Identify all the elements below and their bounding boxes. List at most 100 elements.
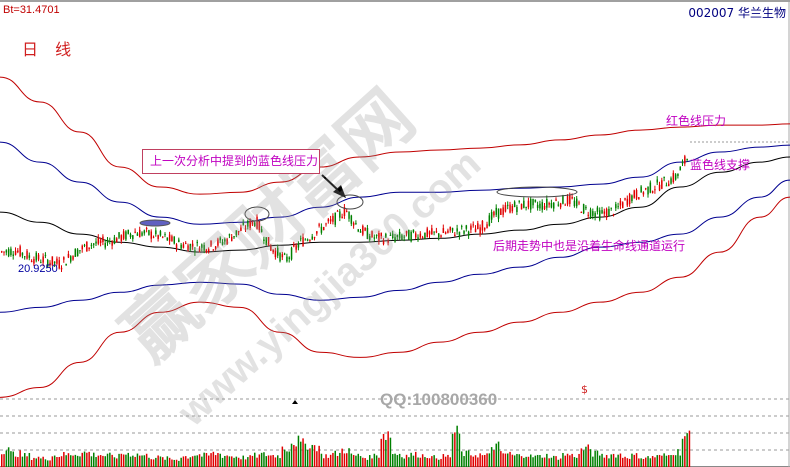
candle-up bbox=[191, 243, 194, 247]
volume-bar bbox=[419, 457, 422, 467]
candle-up bbox=[645, 188, 647, 190]
volume-bar bbox=[359, 456, 362, 467]
volume-bar bbox=[415, 451, 417, 467]
candle-down bbox=[40, 262, 42, 264]
candle-down bbox=[594, 212, 596, 218]
volume-bar bbox=[599, 455, 601, 467]
stock-code-name: 002007 华兰生物 bbox=[688, 6, 786, 20]
volume-bar bbox=[385, 439, 387, 467]
volume-bar bbox=[369, 455, 371, 467]
volume-bar bbox=[488, 453, 491, 467]
candle-up bbox=[313, 237, 316, 239]
candle-up bbox=[214, 246, 217, 250]
candle-up bbox=[520, 203, 523, 210]
volume-bar bbox=[240, 459, 242, 467]
volume-bar bbox=[440, 458, 442, 467]
candle-up bbox=[270, 246, 272, 251]
candle-down bbox=[224, 239, 226, 242]
volume-bar bbox=[454, 432, 456, 467]
volume-bar bbox=[576, 457, 578, 467]
annotation-box: 上一次分析中提到的蓝色线压力 bbox=[142, 149, 320, 174]
volume-bar bbox=[175, 459, 178, 467]
volume-bar bbox=[302, 438, 304, 467]
candle-up bbox=[26, 250, 28, 259]
candle-down bbox=[10, 248, 12, 255]
candle-down bbox=[283, 253, 286, 255]
volume-bar bbox=[297, 435, 300, 467]
candle-up bbox=[605, 208, 608, 218]
candle-down bbox=[408, 230, 410, 240]
volume-bar bbox=[272, 455, 274, 467]
volume-bar bbox=[295, 446, 297, 467]
candle-down bbox=[536, 204, 539, 208]
candle-down bbox=[686, 158, 688, 160]
candle-up bbox=[431, 228, 433, 235]
volume-bar bbox=[649, 458, 652, 467]
candle-up bbox=[479, 227, 481, 235]
volume-bar bbox=[479, 453, 481, 467]
volume-bar bbox=[580, 448, 583, 467]
candle-up bbox=[654, 189, 656, 191]
volume-bar bbox=[35, 458, 37, 467]
volume-bar bbox=[210, 453, 212, 467]
candle-down bbox=[65, 263, 67, 266]
volume-bar bbox=[194, 455, 196, 467]
volume-bar bbox=[205, 452, 208, 467]
candle-down bbox=[601, 210, 603, 214]
candle-up bbox=[162, 236, 164, 238]
volume-bar bbox=[40, 458, 42, 467]
candle-up bbox=[51, 256, 54, 265]
candle-down bbox=[596, 207, 599, 212]
candle-down bbox=[546, 198, 548, 208]
candle-down bbox=[304, 239, 307, 241]
volume-bar bbox=[141, 455, 143, 467]
candle-up bbox=[145, 228, 148, 230]
volume-bar bbox=[651, 456, 654, 467]
candle-down bbox=[488, 215, 491, 226]
highlight-ellipse bbox=[496, 186, 578, 198]
volume-bar bbox=[74, 454, 77, 467]
candle-down bbox=[403, 236, 405, 238]
candle-down bbox=[219, 237, 221, 241]
candle-down bbox=[109, 240, 111, 242]
candle-down bbox=[221, 241, 224, 245]
volume-bar bbox=[247, 457, 249, 467]
candle-up bbox=[684, 156, 686, 164]
candle-down bbox=[530, 198, 532, 210]
candle-up bbox=[580, 212, 583, 214]
candle-up bbox=[14, 250, 17, 255]
candle-down bbox=[21, 252, 24, 256]
volume-bar bbox=[424, 457, 426, 467]
line-blue_lower bbox=[0, 179, 790, 313]
candle-down bbox=[438, 233, 440, 238]
volume-bar bbox=[375, 455, 378, 467]
volume-bar bbox=[341, 448, 343, 467]
candle-down bbox=[348, 211, 350, 219]
candle-up bbox=[486, 224, 488, 229]
candle-down bbox=[113, 237, 116, 244]
candle-down bbox=[610, 207, 612, 209]
volume-bar bbox=[364, 458, 366, 467]
volume-bar bbox=[511, 454, 514, 467]
volume-bar bbox=[401, 457, 403, 467]
candle-down bbox=[136, 233, 139, 236]
volume-bar bbox=[309, 448, 311, 467]
candle-down bbox=[254, 222, 256, 227]
volume-bar bbox=[279, 458, 281, 467]
candle-up bbox=[415, 233, 417, 238]
candle-down bbox=[189, 244, 192, 251]
candle-down bbox=[681, 161, 684, 164]
candle-up bbox=[336, 210, 339, 212]
candle-up bbox=[231, 236, 233, 242]
candle-down bbox=[132, 235, 134, 239]
volume-bar bbox=[277, 455, 279, 467]
volume-bar bbox=[37, 456, 40, 467]
candle-up bbox=[120, 235, 123, 242]
volume-bar bbox=[622, 457, 624, 467]
volume-bar bbox=[28, 452, 31, 467]
candle-up bbox=[378, 233, 380, 242]
candle-up bbox=[212, 249, 215, 251]
candle-up bbox=[454, 234, 456, 237]
candle-up bbox=[626, 198, 629, 206]
